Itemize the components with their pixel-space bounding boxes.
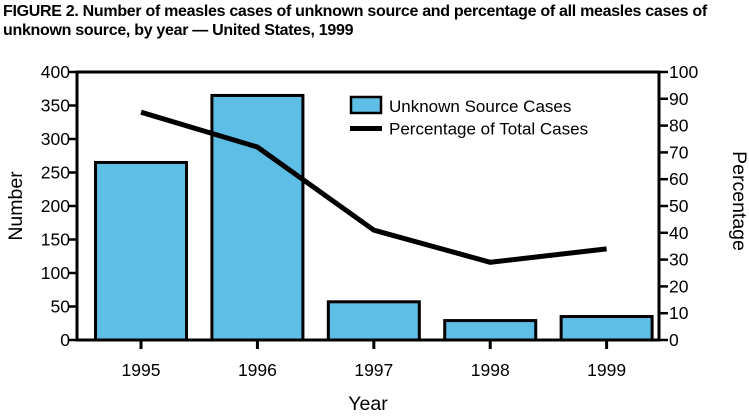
x-tick-label: 1998 [471,360,510,380]
y-left-tick-label: 300 [41,129,70,149]
bar-1998 [443,319,538,342]
y-right-tick-label: 80 [669,116,689,136]
y-right-tick-label: 0 [669,330,679,350]
y-left-tick-label: 250 [41,163,70,183]
y-left-tick-label: 100 [41,263,70,283]
x-tick-label: 1999 [587,360,626,380]
y-left-tick-label: 150 [41,230,70,250]
y-right-tick-label: 70 [669,142,689,162]
bar-1999 [559,315,654,342]
x-tick-label: 1995 [122,360,161,380]
y-left-tick-label: 350 [41,96,70,116]
y-right-tick-label: 30 [669,250,689,270]
figure-title: FIGURE 2. Number of measles cases of unk… [3,3,707,39]
y-right-tick-label: 20 [669,276,689,296]
y-left-tick-label: 200 [41,196,70,216]
bar-1995 [94,160,189,342]
bar-1997 [326,300,421,342]
y-right-tick-label: 60 [669,169,689,189]
y-right-tick-label: 50 [669,196,689,216]
y-right-tick-label: 40 [669,223,689,243]
legend-bar-swatch [349,95,383,115]
bar-1996 [210,93,305,342]
x-tick-label: 1997 [354,360,393,380]
x-axis-title: Year [348,393,388,415]
y-right-tick-label: 100 [669,62,698,82]
x-tick-label: 1996 [238,360,277,380]
percentage-line [140,109,607,265]
y-left-tick-label: 0 [60,330,70,350]
y-right-tick-label: 90 [669,89,689,109]
y-left-axis-title: Number [5,171,27,241]
legend-label-unknown-source-cases: Unknown Source Cases [389,97,571,116]
legend-label-percentage-of-total-cases: Percentage of Total Cases [389,120,588,139]
y-right-tick-label: 10 [669,303,689,323]
y-left-tick-label: 50 [51,297,71,317]
y-right-axis-title: Percentage [728,151,749,251]
y-left-tick-label: 400 [41,62,70,82]
